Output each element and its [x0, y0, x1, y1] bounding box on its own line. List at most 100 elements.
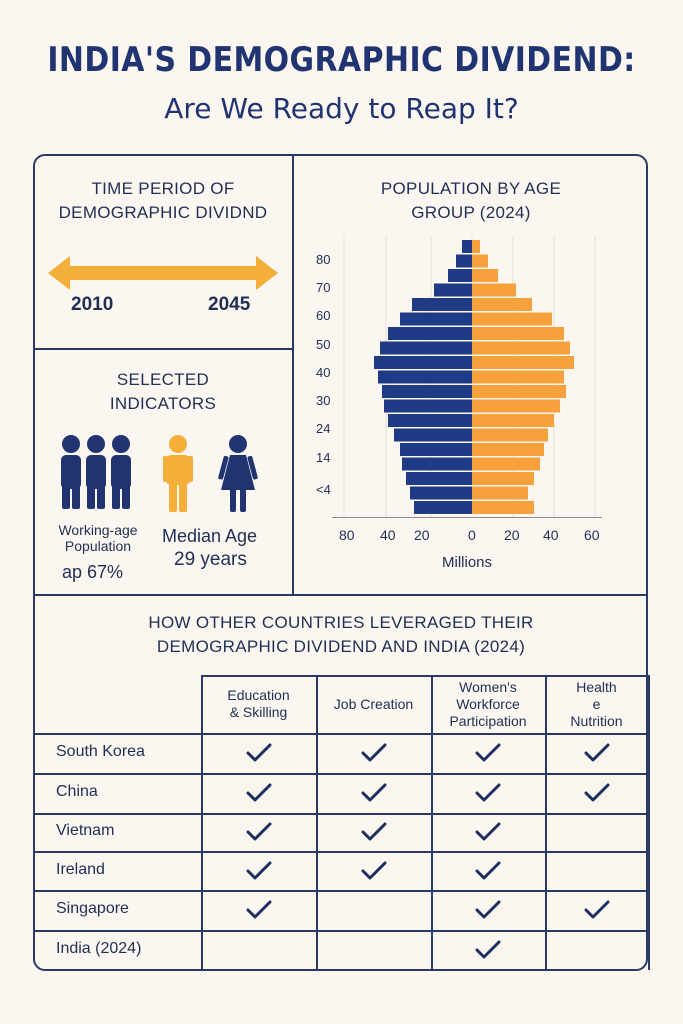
pyramid-y-tick-label: 24 — [316, 421, 330, 436]
pyramid-bar-right — [472, 283, 516, 297]
pyramid-y-tick-label: 60 — [316, 308, 330, 323]
pyramid-y-tick-label: <4 — [316, 482, 331, 497]
column-header-text: Workforce — [456, 695, 520, 712]
checkmark-icon — [361, 822, 386, 841]
comparison-title-line1: HOW OTHER COUNTRIES LEVERAGED THEIR — [148, 613, 534, 632]
table-column-header: Health e Nutrition — [545, 675, 648, 733]
checkmark-icon — [246, 900, 271, 919]
checkmark-icon — [475, 900, 501, 919]
checkmark-icon — [584, 900, 609, 919]
indicators-title: SELECTED INDICATORS — [34, 368, 292, 416]
divider-main — [34, 594, 648, 596]
pyramid-title-line2: GROUP (2024) — [411, 203, 531, 222]
pyramid-bar-right — [472, 472, 534, 485]
pyramid-bar-left — [410, 486, 472, 500]
column-header-text: Nutrition — [570, 712, 623, 729]
table-row-country: Ireland — [56, 860, 105, 878]
column-header-text: e — [592, 695, 601, 712]
pyramid-bar-right — [472, 399, 560, 413]
pyramid-bar-right — [472, 254, 488, 268]
pyramid-bar-left — [434, 283, 472, 297]
column-header-text: Job Creation — [333, 695, 414, 712]
pyramid-bar-right — [472, 356, 574, 369]
pyramid-y-tick-label: 14 — [316, 450, 330, 465]
pyramid-bar-left — [412, 298, 472, 311]
pyramid-bar-left — [380, 341, 472, 355]
table-row-line — [34, 733, 648, 735]
start-year: 2010 — [71, 294, 114, 315]
infographic-frame — [33, 154, 648, 971]
table-column-header: Women's Workforce Participation — [431, 675, 545, 733]
checkmark-icon — [246, 743, 271, 762]
pyramid-x-axis-label: Millions — [442, 554, 492, 571]
table-row-line — [34, 930, 648, 932]
table-row-line — [34, 851, 648, 853]
double-arrow-shape — [48, 256, 278, 290]
table-column-header: Job Creation — [316, 675, 431, 733]
table-row-country: China — [56, 783, 98, 800]
working-age-label: Working-age Population — [44, 522, 152, 554]
pyramid-x-tick-label: 80 — [339, 527, 355, 543]
column-header-text: Health — [576, 678, 617, 695]
pyramid-bar-right — [472, 385, 566, 398]
time-period-title-line1: TIME PERIOD OF — [91, 179, 235, 198]
pyramid-bar-left — [400, 443, 472, 456]
indicators-title-line1: SELECTED — [116, 370, 210, 389]
pyramid-bar-left — [400, 312, 472, 326]
pyramid-bar-left — [374, 356, 472, 369]
table-column-header: Education & Skilling — [201, 675, 316, 733]
checkmark-icon — [361, 861, 386, 879]
pyramid-bar-left — [414, 501, 472, 514]
pyramid-x-tick-label: 40 — [543, 527, 559, 543]
pyramid-x-tick-label: 60 — [584, 527, 600, 543]
column-header-text: & Skilling — [229, 704, 288, 720]
pyramid-bar-right — [472, 457, 540, 471]
checkmark-icon — [246, 783, 271, 802]
pyramid-bar-left — [406, 472, 472, 485]
table-header-top-line — [201, 675, 648, 677]
pyramid-bar-left — [384, 399, 472, 413]
indicators-title-line2: INDICATORS — [109, 394, 217, 413]
pyramid-y-tick-label: 30 — [316, 393, 330, 408]
checkmark-icon — [475, 940, 501, 959]
column-header-text: Participation — [449, 712, 527, 729]
table-row-country: South Korea — [56, 743, 145, 760]
pyramid-bar-left — [378, 370, 472, 384]
pyramid-bar-left — [394, 428, 472, 442]
table-row-country: Singapore — [56, 900, 129, 917]
table-row-country: India (2024) — [56, 940, 142, 957]
page-title: INDIA'S DEMOGRAPHIC DIVIDEND: — [47, 40, 636, 80]
checkmark-icon — [475, 743, 501, 762]
checkmark-icon — [246, 822, 271, 841]
divider-vertical — [292, 155, 294, 595]
checkmark-icon — [475, 861, 501, 879]
pyramid-title: POPULATION BY AGE GROUP (2024) — [294, 177, 648, 225]
table-column-line — [201, 675, 203, 970]
pyramid-bar-right — [472, 298, 532, 311]
time-period-title: TIME PERIOD OF DEMOGRAPHIC DIVIDND — [34, 177, 292, 225]
pyramid-bar-left — [388, 327, 472, 340]
working-age-value: ap 67% — [62, 562, 124, 582]
pyramid-bar-right — [472, 501, 534, 514]
pyramid-bar-left — [382, 385, 472, 398]
pyramid-bar-right — [472, 443, 544, 456]
pyramid-y-tick-label: 80 — [316, 252, 330, 267]
comparison-title: HOW OTHER COUNTRIES LEVERAGED THEIR DEMO… — [34, 611, 648, 659]
population-pyramid-chart: 80 70 60 50 40 30 24 14 <4 80 40 20 0 20 40 60 Millions — [316, 236, 602, 571]
median-age-label: Median Age — [162, 526, 258, 546]
table-column-line — [316, 675, 318, 970]
end-year: 2045 — [208, 294, 251, 315]
pyramid-bar-left — [402, 457, 472, 471]
pyramid-x-tick-label: 20 — [504, 527, 520, 543]
pyramid-bar-left — [388, 414, 472, 427]
pyramid-bar-left — [456, 254, 472, 268]
working-age-label-line2: Population — [64, 538, 132, 554]
pyramid-x-tick-label: 20 — [414, 527, 430, 543]
pyramid-y-tick-label: 70 — [316, 280, 330, 295]
table-column-line — [545, 675, 547, 970]
checkmark-icon — [361, 743, 386, 762]
double-arrow-icon — [48, 256, 278, 290]
table-row-country: Vietnam — [56, 822, 115, 839]
pyramid-bar-right — [472, 327, 564, 340]
column-header-text: Women's — [459, 678, 517, 695]
